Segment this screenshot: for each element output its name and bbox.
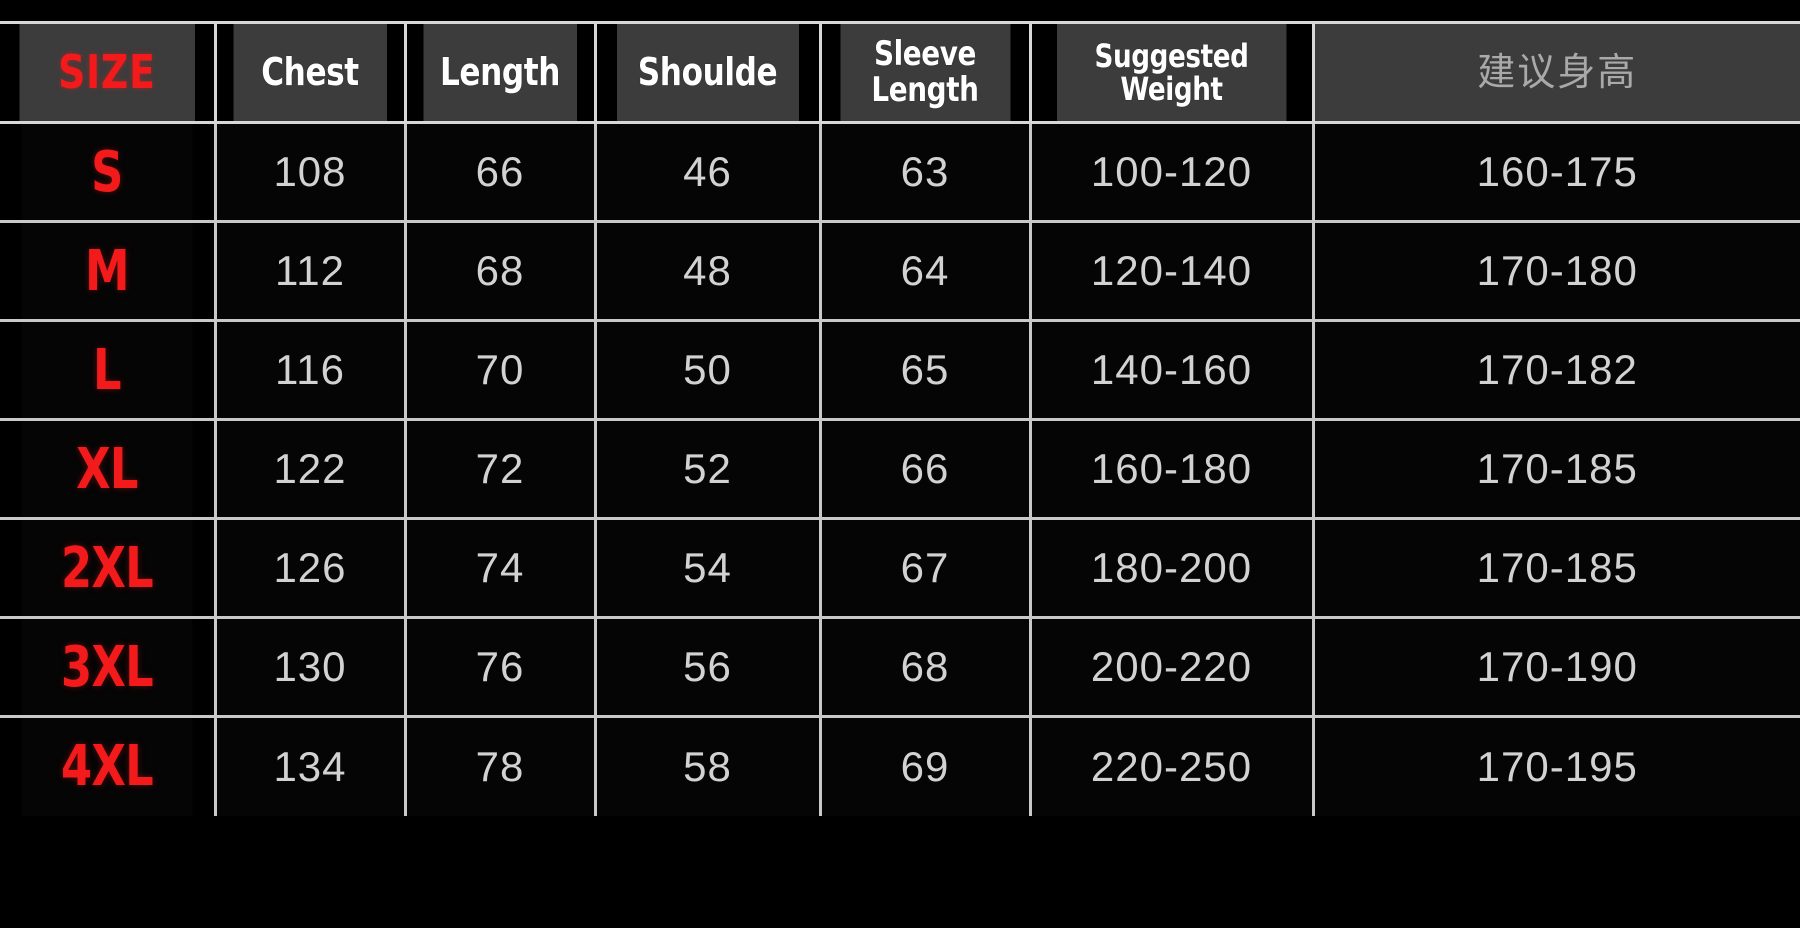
cell-size: 3XL <box>21 617 195 718</box>
cell-size: 4XL <box>21 716 195 816</box>
cell-height: 170-182 <box>1313 320 1800 421</box>
cell-shoulder: 56 <box>595 617 822 718</box>
column-header-chest: Chest <box>232 21 390 124</box>
cell-weight: 200-220 <box>1030 617 1315 718</box>
sleeve-header-line2: Length <box>871 69 979 110</box>
cell-sleeve: 65 <box>820 320 1032 421</box>
cell-length: 74 <box>405 518 597 619</box>
cell-shoulder: 58 <box>595 716 822 816</box>
cell-size: XL <box>21 419 195 520</box>
size-chart-container: SIZE Chest Length Shoulde Sleeve Length S… <box>0 21 1800 928</box>
top-black-strip <box>0 0 1800 21</box>
cell-shoulder: 52 <box>595 419 822 520</box>
cell-weight: 140-160 <box>1030 320 1315 421</box>
cell-height: 170-190 <box>1313 617 1800 718</box>
cell-sleeve: 66 <box>820 419 1032 520</box>
cell-height: 170-195 <box>1313 716 1800 816</box>
cell-sleeve: 68 <box>820 617 1032 718</box>
column-header-length: Length <box>422 21 580 124</box>
cell-sleeve: 67 <box>820 518 1032 619</box>
cell-length: 78 <box>405 716 597 816</box>
cell-length: 70 <box>405 320 597 421</box>
cell-chest: 112 <box>215 221 407 322</box>
cell-height: 170-185 <box>1313 419 1800 520</box>
cell-length: 68 <box>405 221 597 322</box>
cell-size: S <box>21 122 195 223</box>
cell-height: 170-180 <box>1313 221 1800 322</box>
table-row: L 116 70 50 65 140-160 170-182 <box>0 320 1800 421</box>
cell-sleeve: 63 <box>820 122 1032 223</box>
cell-weight: 100-120 <box>1030 122 1315 223</box>
header-row: SIZE Chest Length Shoulde Sleeve Length S… <box>0 21 1800 124</box>
cell-shoulder: 48 <box>595 221 822 322</box>
column-header-shoulder: Shoulde <box>615 21 801 124</box>
cell-chest: 108 <box>215 122 407 223</box>
cell-weight: 120-140 <box>1030 221 1315 322</box>
column-header-suggested-height: 建议身高 <box>1313 21 1800 124</box>
cell-length: 76 <box>405 617 597 718</box>
cell-weight: 180-200 <box>1030 518 1315 619</box>
table-row: XL 122 72 52 66 160-180 170-185 <box>0 419 1800 520</box>
table-row: 3XL 130 76 56 68 200-220 170-190 <box>0 617 1800 718</box>
cell-shoulder: 50 <box>595 320 822 421</box>
cell-height: 160-175 <box>1313 122 1800 223</box>
cell-weight: 160-180 <box>1030 419 1315 520</box>
table-row: 2XL 126 74 54 67 180-200 170-185 <box>0 518 1800 619</box>
column-header-suggested-weight: Suggested Weight <box>1055 21 1289 124</box>
column-header-sleeve-length: Sleeve Length <box>838 21 1013 124</box>
cell-size: L <box>21 320 195 421</box>
table-row: S 108 66 46 63 100-120 160-175 <box>0 122 1800 223</box>
sleeve-header-line1: Sleeve <box>873 33 977 74</box>
size-chart-table: SIZE Chest Length Shoulde Sleeve Length S… <box>0 21 1800 816</box>
cell-length: 72 <box>405 419 597 520</box>
cell-shoulder: 46 <box>595 122 822 223</box>
cell-chest: 134 <box>215 716 407 816</box>
table-row: M 112 68 48 64 120-140 170-180 <box>0 221 1800 322</box>
cell-chest: 126 <box>215 518 407 619</box>
cell-size: 2XL <box>21 518 195 619</box>
cell-chest: 130 <box>215 617 407 718</box>
column-header-size: SIZE <box>19 21 197 124</box>
table-body: S 108 66 46 63 100-120 160-175 M 112 68 … <box>0 122 1800 816</box>
cell-chest: 122 <box>215 419 407 520</box>
cell-length: 66 <box>405 122 597 223</box>
table-header: SIZE Chest Length Shoulde Sleeve Length S… <box>0 21 1800 124</box>
cell-height: 170-185 <box>1313 518 1800 619</box>
cell-chest: 116 <box>215 320 407 421</box>
cell-sleeve: 69 <box>820 716 1032 816</box>
cell-sleeve: 64 <box>820 221 1032 322</box>
cell-shoulder: 54 <box>595 518 822 619</box>
cell-weight: 220-250 <box>1030 716 1315 816</box>
table-row: 4XL 134 78 58 69 220-250 170-195 <box>0 716 1800 816</box>
cell-size: M <box>21 221 195 322</box>
